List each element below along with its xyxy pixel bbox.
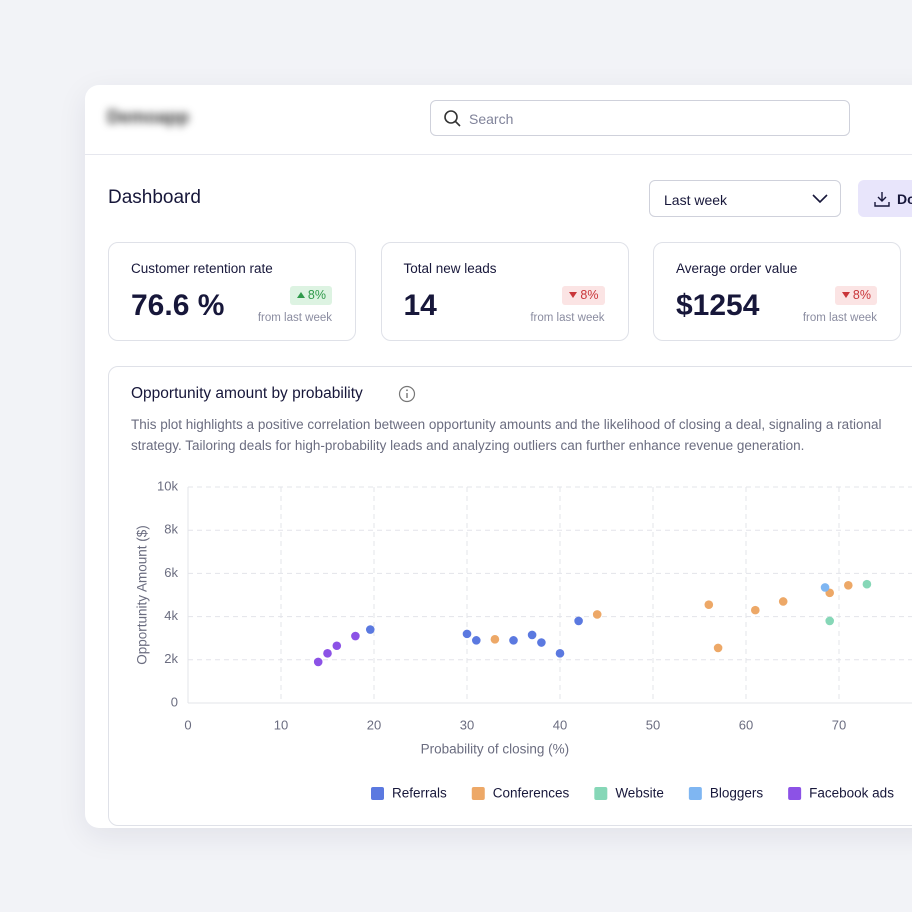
point [537,638,546,647]
x-tick-label: 70 [832,717,846,732]
period-select[interactable]: Last week [649,180,841,217]
y-tick-label: 2k [164,651,178,666]
kpi-note: from last week [257,312,332,324]
y-tick-label: 8k [164,522,178,537]
page-title: Dashboard [108,187,201,208]
legend-label: Website [615,786,664,801]
point [825,616,834,626]
trend-arrow [841,292,850,298]
point [751,605,760,615]
point [351,631,360,641]
x-tick-label: 0 [184,717,191,732]
legend-swatch [471,787,485,800]
kpi-value: 76.6 % [131,289,225,322]
legend-swatch [371,787,384,800]
legend-swatch [688,787,702,800]
point [713,643,723,653]
app-window: Demoapp Search Dashboard Last week Downl… [85,85,912,828]
app-logo: Demoapp [107,107,190,127]
y-tick-label: 10k [157,478,178,493]
legend-label: Facebook ads [809,786,894,801]
legend-label: Referrals [392,786,447,801]
search-placeholder: Search [469,111,514,127]
point [462,629,472,639]
x-tick-label: 40 [553,717,567,732]
kpi-card: Customer retention rate 76.6 % 8% from last… [108,242,356,341]
y-tick-label: 6k [164,565,178,580]
kpi-value: $1254 [676,289,760,322]
point [574,616,583,626]
kpi-change: 8% [834,286,877,305]
chart: 0 2k 4k 6k 8k 10k 0 10 20 30 40 50 60 70 Probability o… [135,478,912,801]
kpi-label: Average order value [676,261,798,276]
chart-title: Opportunity amount by probability [131,385,363,402]
chevron [812,194,828,204]
kpi-card: Average order value $1254 8% from last week [653,242,901,341]
point [778,597,788,606]
point [472,636,481,645]
x-tick-label: 30 [460,717,474,732]
info-icon[interactable] [398,385,416,403]
y-tick-label: 4k [164,608,178,623]
download-icon [874,192,890,207]
x-tick-label: 50 [646,717,660,732]
point [323,649,332,658]
point [365,625,375,634]
legend-swatch [788,787,802,800]
download-button[interactable]: Download [858,180,912,217]
point [555,649,565,658]
point [490,634,500,644]
kpi-label: Total new leads [403,261,497,276]
search-icon [444,110,461,127]
legend-label: Conferences [493,786,570,801]
y-tick-label: 0 [171,694,178,709]
x-tick-label: 60 [739,717,753,732]
kpi-label: Customer retention rate [131,261,273,276]
search-box[interactable]: Search [430,100,850,136]
trend-arrow [296,292,305,298]
kpi-change: 8% [562,286,605,305]
point [509,636,518,645]
point [527,630,537,640]
legend-label: Bloggers [710,786,764,801]
trend-arrow [569,292,578,298]
y-axis-label: Opportunity Amount ($) [135,525,150,665]
x-axis-label: Probability of closing (%) [421,742,570,757]
point [862,579,872,589]
kpi-value: 14 [403,289,437,322]
kpi-change: 8% [289,286,332,305]
point [332,641,342,651]
legend-swatch [594,787,608,800]
point [844,580,853,590]
point [820,583,830,592]
kpi-note: from last week [802,312,877,324]
kpi-note: from last week [530,312,605,324]
download-label: Download [897,191,912,207]
kpi-card: Total new leads 14 8% from last week [380,242,629,341]
chart-card: 0 2k 4k 6k 8k 10k 0 10 20 30 40 50 60 70 Probability o… [108,366,912,826]
chart-description: This plot highlights a positive correlat… [131,417,882,453]
x-tick-label: 20 [367,717,381,732]
period-label: Last week [664,192,728,208]
point [704,600,714,610]
point [313,657,323,667]
x-tick-label: 10 [274,717,288,732]
header-divider [85,154,912,155]
point [592,610,602,619]
